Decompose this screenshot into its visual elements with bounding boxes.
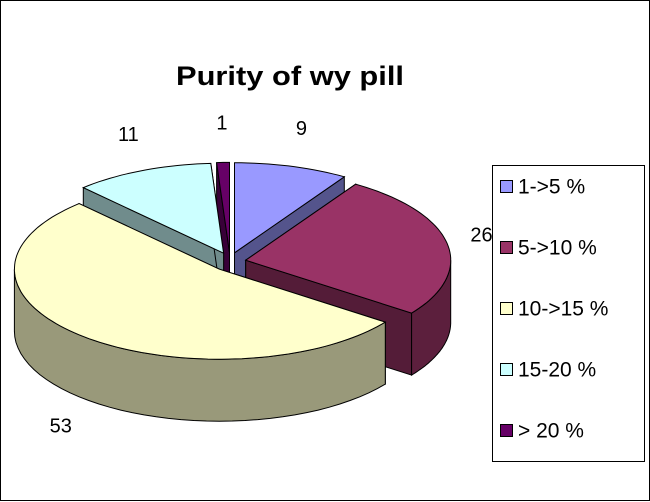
slice-top: [234, 162, 346, 254]
legend-label: 1->5 %: [518, 176, 585, 199]
legend-label: 15-20 %: [518, 359, 596, 382]
legend-swatch: [500, 180, 513, 193]
data-label: 1: [216, 113, 227, 135]
data-label: 26: [470, 224, 492, 246]
slice-top: [13, 203, 387, 360]
data-label: 9: [296, 118, 307, 140]
slice: [13, 202, 387, 422]
data-label: 53: [50, 415, 72, 437]
slice-top: [216, 161, 230, 253]
pie: [13, 161, 452, 422]
legend-swatch: [500, 302, 513, 315]
legend-swatch: [500, 363, 513, 376]
legend-swatch: [500, 241, 513, 254]
slice-top: [244, 183, 452, 314]
slice-top: [82, 162, 225, 255]
chart-title: Purity of wy pill: [176, 61, 404, 91]
legend-swatch: [500, 424, 513, 437]
legend: [492, 165, 645, 462]
data-label: 11: [118, 124, 139, 146]
legend-label: 10->15 %: [518, 298, 608, 321]
legend-label: > 20 %: [518, 420, 584, 443]
legend-label: 5->10 %: [518, 237, 597, 260]
